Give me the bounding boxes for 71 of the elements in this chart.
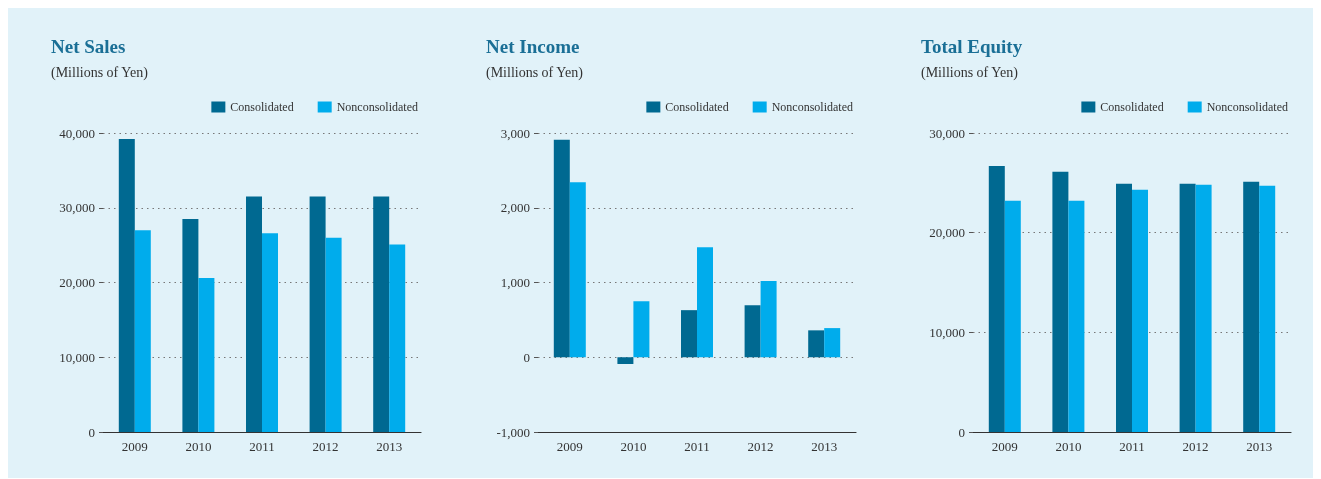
chart-title: Net Sales — [51, 36, 126, 57]
x-tick-label: 2010 — [620, 439, 647, 454]
bar — [1132, 189, 1148, 432]
bar — [1116, 183, 1132, 432]
bar — [198, 278, 215, 432]
bar — [1179, 183, 1196, 432]
legend-label: Nonconsolidated — [336, 100, 419, 114]
bar — [309, 196, 326, 432]
bar — [697, 247, 713, 358]
bar — [569, 182, 586, 358]
x-tick-label: 2012 — [747, 439, 774, 454]
bar — [1259, 185, 1276, 432]
bar — [1243, 181, 1260, 432]
y-tick-label: 0 — [523, 349, 530, 365]
x-tick-label: 2013 — [1246, 439, 1273, 454]
y-tick-label: 0 — [958, 424, 965, 440]
bar — [182, 218, 199, 432]
bar — [633, 301, 650, 358]
legend-label: Consolidated — [665, 100, 729, 114]
bar — [373, 196, 390, 432]
chart-subtitle: (Millions of Yen) — [921, 64, 1019, 81]
y-tick-label: 1,000 — [500, 275, 530, 290]
bar — [553, 139, 570, 358]
y-tick-label: 30,000 — [929, 125, 965, 141]
bar — [1004, 200, 1021, 432]
x-tick-label: 2013 — [811, 439, 838, 454]
y-tick-label: 3,000 — [500, 125, 530, 141]
x-tick-label: 2012 — [1182, 439, 1209, 454]
bar — [1195, 184, 1212, 432]
y-tick-label: 2,000 — [500, 200, 530, 216]
y-tick-label: 40,000 — [59, 125, 95, 141]
bar — [118, 138, 135, 432]
x-tick-label: 2009 — [556, 439, 583, 454]
chart-subtitle: (Millions of Yen) — [486, 64, 584, 81]
legend-label: Consolidated — [230, 100, 294, 114]
bar — [808, 330, 825, 358]
bar — [988, 165, 1005, 432]
y-tick-label: 10,000 — [929, 324, 965, 340]
x-tick-label: 2012 — [312, 439, 339, 454]
chart-title: Total Equity — [921, 36, 1023, 57]
y-tick-label: 0 — [88, 424, 95, 440]
bar — [262, 233, 278, 432]
legend-label: Nonconsolidated — [1206, 100, 1289, 114]
bar — [617, 357, 634, 364]
x-tick-label: 2010 — [1055, 439, 1082, 454]
bar — [744, 305, 761, 358]
x-tick-label: 2011 — [1119, 439, 1145, 454]
y-tick-label: 30,000 — [59, 200, 95, 216]
bar — [325, 237, 342, 432]
bar — [824, 328, 841, 358]
bar — [246, 196, 262, 432]
legend-label: Consolidated — [1100, 100, 1164, 114]
x-tick-label: 2011 — [684, 439, 710, 454]
x-tick-label: 2010 — [185, 439, 212, 454]
y-tick-label: 20,000 — [929, 225, 965, 241]
bar — [134, 230, 151, 432]
y-tick-label: 10,000 — [59, 349, 95, 365]
bar — [760, 281, 777, 358]
chart-subtitle: (Millions of Yen) — [51, 64, 149, 81]
bar — [389, 244, 406, 432]
bar — [1068, 200, 1085, 432]
bar — [681, 310, 697, 358]
bar — [1052, 171, 1069, 432]
chart-title: Net Income — [486, 36, 580, 57]
y-tick-label: 20,000 — [59, 275, 95, 290]
x-tick-label: 2011 — [249, 439, 275, 454]
x-tick-label: 2009 — [121, 439, 148, 454]
x-tick-label: 2009 — [991, 439, 1018, 454]
y-tick-label: -1,000 — [496, 424, 530, 440]
legend-label: Nonconsolidated — [771, 100, 854, 114]
x-tick-label: 2013 — [376, 439, 403, 454]
